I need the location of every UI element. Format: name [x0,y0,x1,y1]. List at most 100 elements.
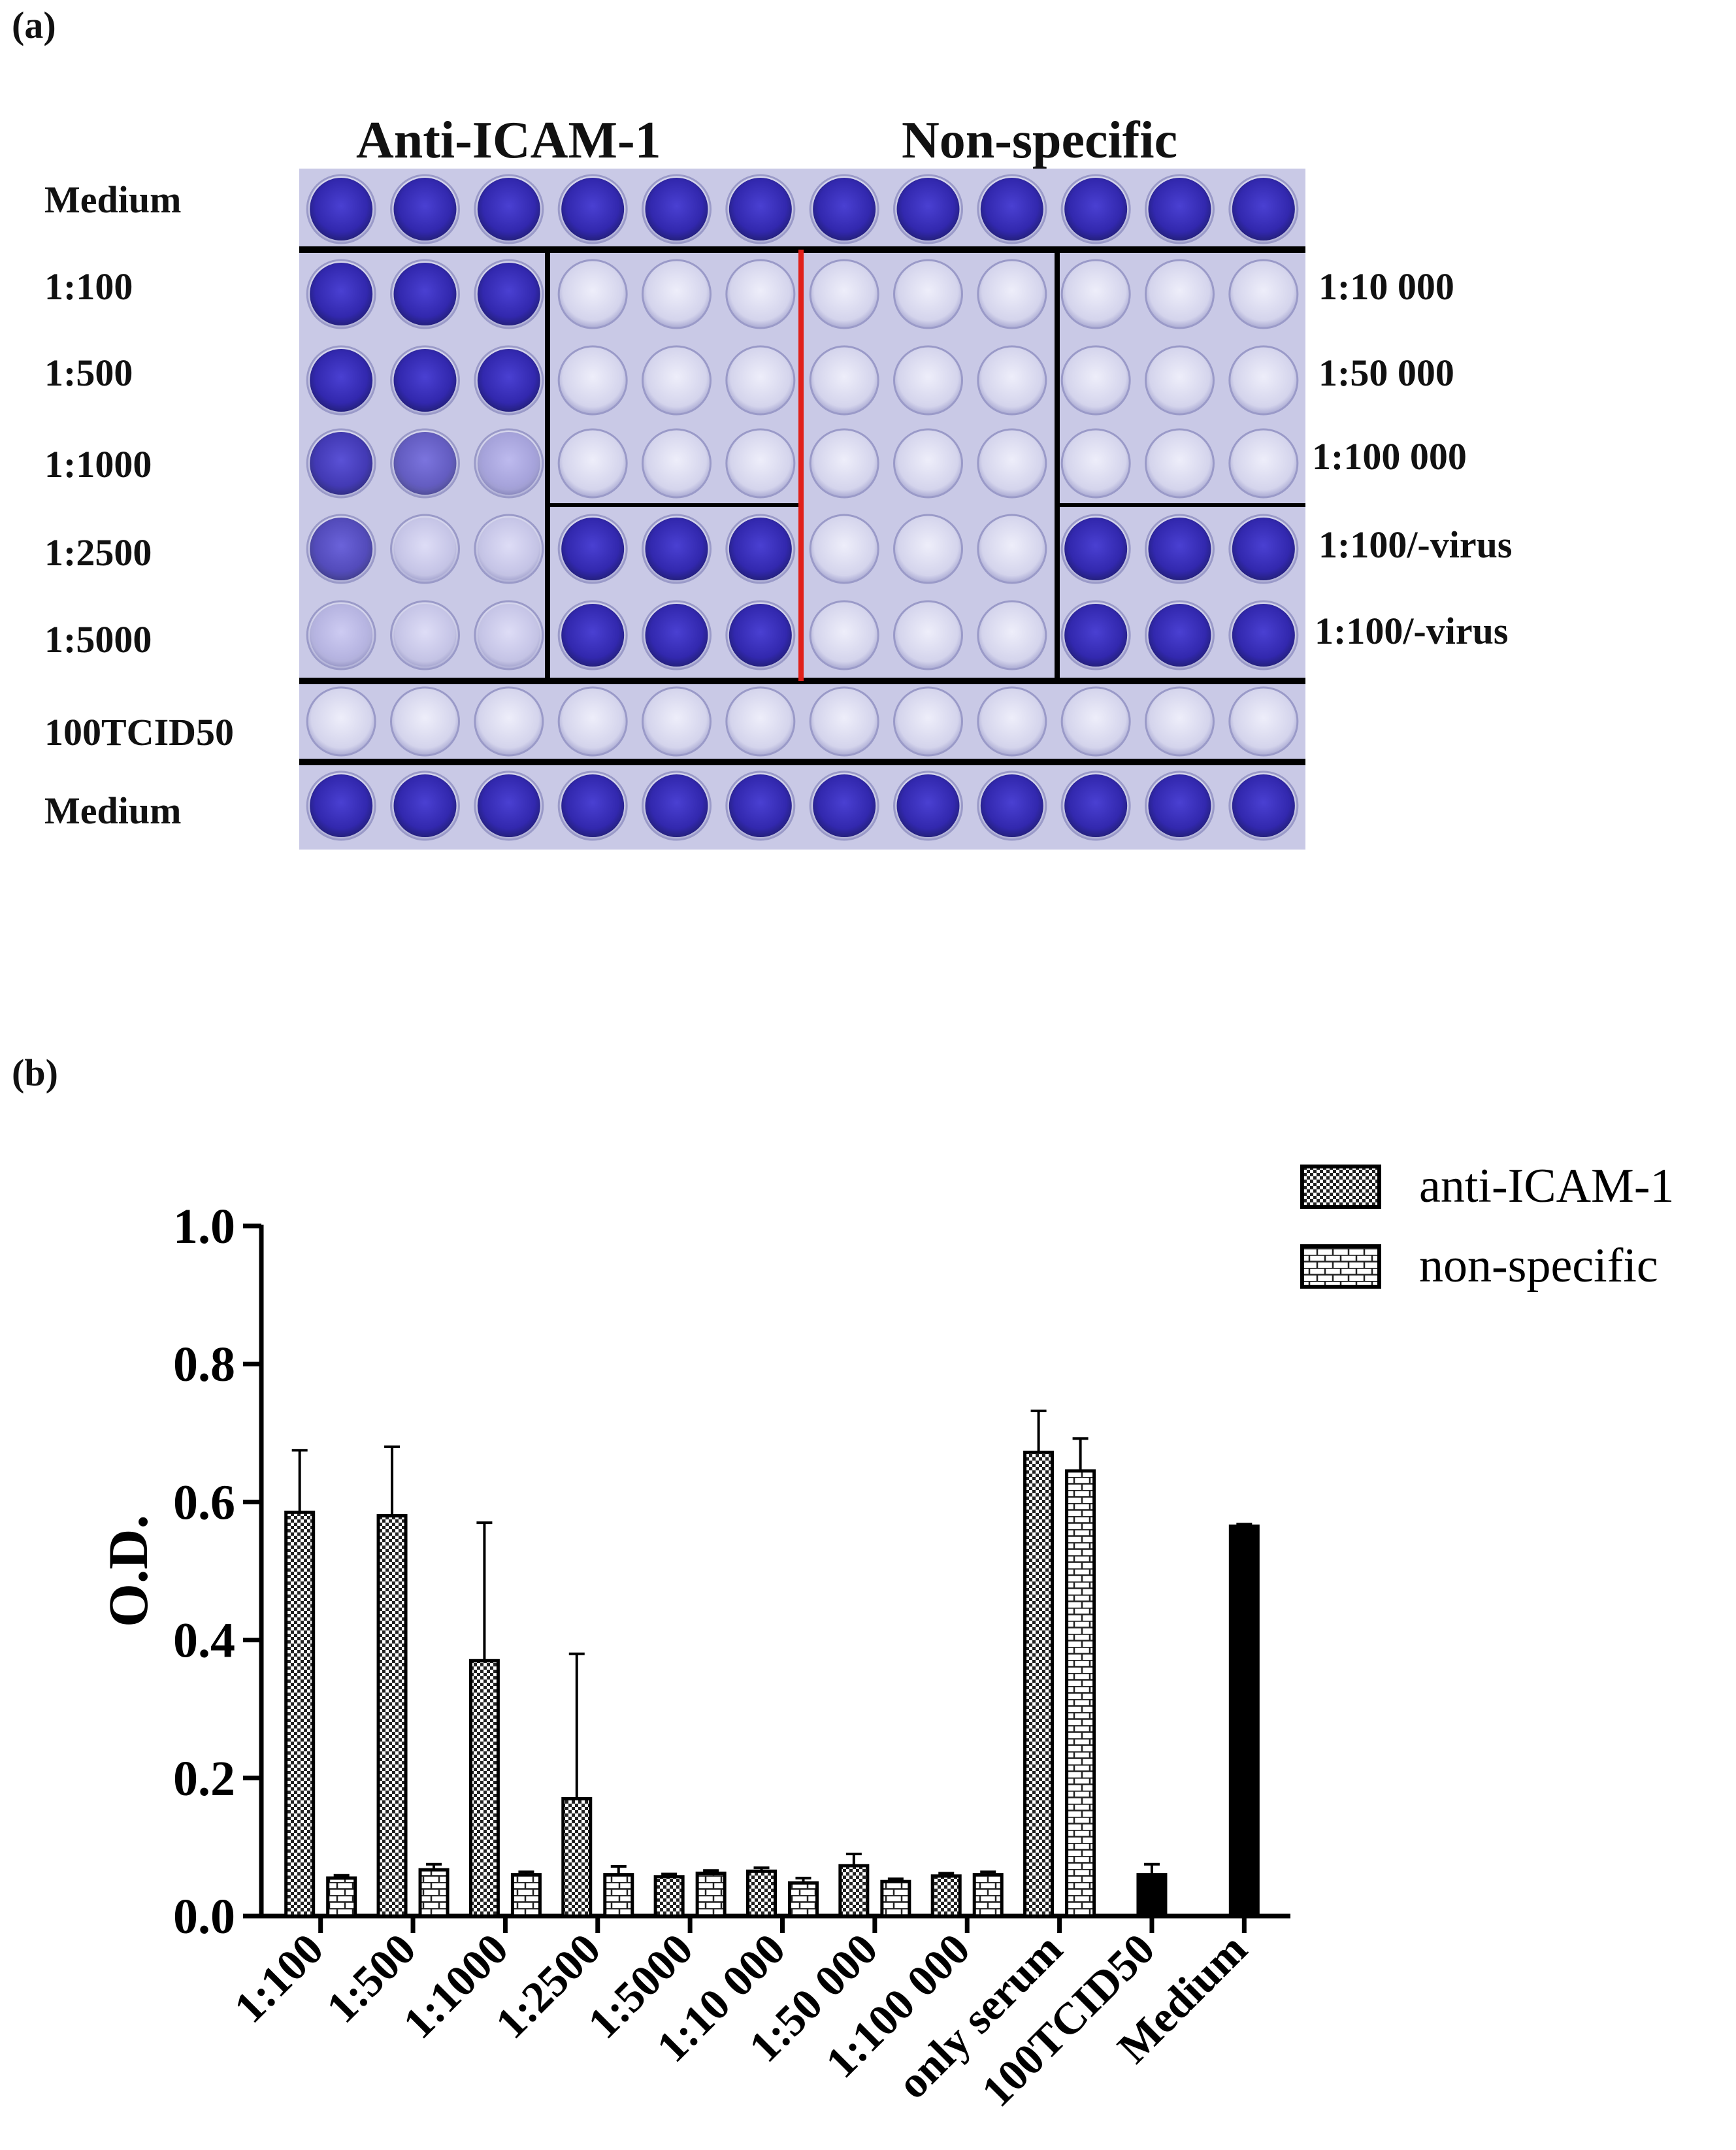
bar-non-specific-7 [880,1879,911,1918]
row-label-100tcid50: 100TCID50 [44,711,235,753]
well-stain-r5-c2 [393,518,457,580]
well-r6-c9 [977,600,1047,670]
well-stain-r5-c10 [1064,518,1128,580]
well-r3-c11 [1145,345,1215,416]
well-stain-r8-c11 [1148,774,1211,837]
well-r2-c6 [725,259,796,329]
well-r2-c7 [809,259,879,329]
well-stain-r1-c7 [813,178,876,240]
well-stain-r3-c1 [310,349,373,412]
well-stain-r6-c1 [310,604,373,667]
well-r2-c12 [1228,259,1299,329]
well-stain-r5-c1 [310,518,373,580]
bar-anti-icam-1-7 [838,1864,870,1918]
well-stain-r1-c4 [561,178,625,240]
well-stain-r1-c1 [310,178,373,240]
header-non-specific: Non-specific [902,112,1178,169]
y-tick-label: 0.2 [173,1751,235,1806]
well-stain-r4-c3 [477,432,540,495]
y-tick-label: 1.0 [173,1199,235,1254]
well-plate-photo [299,169,1305,850]
well-r4-c11 [1145,428,1215,499]
well-stain-r5-c6 [729,518,792,580]
well-r4-c12 [1228,428,1299,499]
well-stain-r6-c3 [477,604,540,667]
row-label-1-10000: 1:10 000 [1318,265,1454,308]
well-stain-r6-c11 [1148,604,1211,667]
x-tick-label: 1:2500 [485,1924,610,2048]
bar-non-specific-1 [326,1876,357,1918]
well-stain-r8-c2 [393,774,457,837]
well-stain-r5-c3 [477,518,540,580]
row-label-1-5000: 1:5000 [44,618,152,661]
well-r7-c5 [642,686,712,757]
well-r3-c6 [725,345,796,416]
row-label-1-100-virus-b: 1:100/-virus [1315,610,1509,652]
well-stain-r1-c12 [1232,178,1295,240]
well-r7-c10 [1060,686,1131,757]
well-stain-r1-c9 [980,178,1043,240]
well-r2-c11 [1145,259,1215,329]
well-stain-r1-c8 [896,178,960,240]
well-r5-c7 [809,514,879,584]
well-r2-c8 [893,259,963,329]
bar-non-specific-8 [972,1873,1004,1918]
well-r4-c8 [893,428,963,499]
well-r2-c5 [642,259,712,329]
bar-anti-icam-1-9 [1023,1450,1055,1918]
bar-anti-icam-1-2 [376,1514,408,1918]
well-r7-c8 [893,686,963,757]
well-stain-r1-c5 [645,178,708,240]
well-r4-c10 [1060,428,1131,499]
well-stain-r5-c5 [645,518,708,580]
well-r4-c4 [557,428,628,499]
well-stain-r2-c3 [477,263,540,325]
well-r3-c4 [557,345,628,416]
well-stain-r2-c1 [310,263,373,325]
y-tick-label: 0.0 [173,1889,235,1944]
bar-anti-icam-1-5 [653,1875,685,1918]
bar-controls-10 [1136,1873,1168,1918]
well-r3-c8 [893,345,963,416]
well-stain-r1-c2 [393,178,457,240]
well-stain-r3-c3 [477,349,540,412]
well-r4-c6 [725,428,796,499]
x-tick-label: 1:1000 [393,1924,517,2048]
row-label-1-1000: 1:1000 [44,443,152,486]
row-label-1-50000: 1:50 000 [1318,352,1454,394]
bar-non-specific-9 [1065,1469,1096,1918]
y-axis-label: O.D. [97,1515,159,1627]
bar-non-specific-6 [788,1881,819,1918]
panel-b-label: (b) [12,1051,58,1094]
well-r7-c11 [1145,686,1215,757]
bar-non-specific-5 [695,1872,727,1918]
row-label-1-100: 1:100 [44,265,133,308]
bar-non-specific-4 [603,1873,634,1918]
well-stain-r6-c6 [729,604,792,667]
well-stain-r8-c5 [645,774,708,837]
well-stain-r4-c2 [393,432,457,495]
well-r5-c9 [977,514,1047,584]
well-r7-c2 [390,686,460,757]
bar-anti-icam-1-4 [561,1796,593,1918]
well-r7-c1 [306,686,376,757]
well-stain-r8-c10 [1064,774,1128,837]
well-r7-c9 [977,686,1047,757]
bar-non-specific-3 [510,1873,542,1918]
well-r4-c9 [977,428,1047,499]
row-label-1-2500: 1:2500 [44,531,152,574]
well-stain-r1-c6 [729,178,792,240]
well-r5-c8 [893,514,963,584]
well-r4-c5 [642,428,712,499]
legend-label-anti-icam-1: anti-ICAM-1 [1419,1159,1675,1213]
well-r2-c4 [557,259,628,329]
well-stain-r6-c2 [393,604,457,667]
well-stain-r1-c10 [1064,178,1128,240]
y-tick-label: 0.4 [173,1613,235,1668]
well-r6-c8 [893,600,963,670]
well-r3-c10 [1060,345,1131,416]
well-stain-r1-c11 [1148,178,1211,240]
well-r7-c6 [725,686,796,757]
well-stain-r5-c11 [1148,518,1211,580]
y-tick-label: 0.8 [173,1337,235,1392]
